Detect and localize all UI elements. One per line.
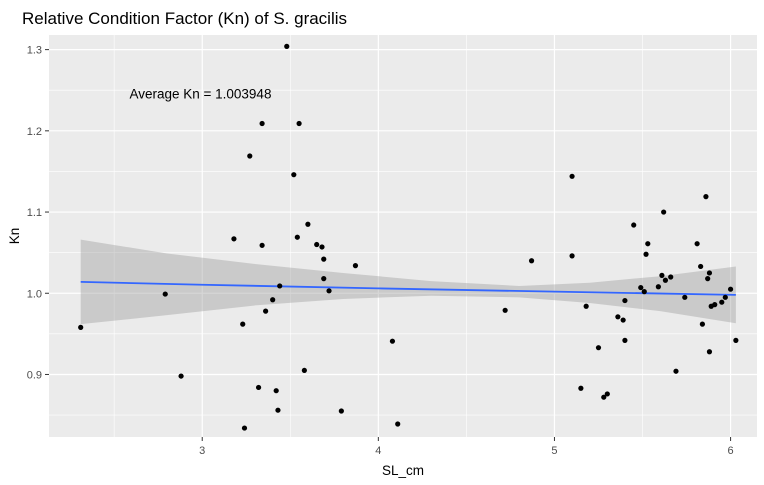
data-point	[641, 289, 647, 295]
data-point	[502, 307, 508, 313]
data-point	[706, 270, 713, 276]
data-point	[645, 241, 651, 247]
data-point	[247, 153, 253, 159]
data-point	[620, 317, 626, 323]
y-axis-ticks: 0.9 1.0 1.1 1.2 1.3	[27, 45, 49, 381]
data-point	[178, 373, 184, 379]
data-point	[395, 421, 401, 427]
data-point	[631, 222, 637, 228]
data-point	[722, 294, 728, 300]
data-point	[270, 297, 276, 303]
data-point	[622, 297, 628, 304]
data-point	[569, 173, 575, 179]
chart-title: Relative Condition Factor (Kn) of S. gra…	[22, 9, 347, 28]
data-point	[604, 391, 610, 397]
data-point	[659, 272, 665, 278]
data-point	[321, 256, 327, 262]
data-point	[578, 385, 584, 391]
confidence-band	[80, 239, 736, 325]
data-point	[275, 407, 281, 413]
data-point	[705, 276, 711, 282]
x-tick-label: 3	[199, 445, 205, 457]
data-point	[263, 308, 269, 314]
data-point	[240, 321, 246, 327]
data-point	[699, 321, 706, 327]
data-point	[352, 263, 359, 269]
data-point	[698, 263, 704, 270]
average-kn-annotation: Average Kn = 1.003948	[129, 86, 271, 101]
y-tick-label: 1.1	[27, 207, 42, 219]
data-point	[231, 236, 237, 242]
data-point	[301, 367, 307, 374]
y-axis-title: Kn	[7, 228, 22, 245]
data-point	[241, 425, 248, 431]
data-point	[528, 258, 535, 264]
data-point	[259, 120, 265, 127]
data-point	[255, 384, 262, 391]
data-point	[682, 294, 688, 300]
data-point	[314, 241, 320, 248]
data-point	[668, 274, 674, 280]
y-tick-label: 1.3	[27, 45, 42, 57]
data-point	[733, 337, 739, 343]
data-point	[389, 338, 396, 344]
data-point	[638, 284, 644, 291]
data-point	[601, 394, 607, 400]
data-point	[569, 253, 575, 259]
data-point	[78, 324, 84, 330]
data-point	[321, 276, 327, 282]
data-point	[719, 299, 725, 305]
y-tick-label: 0.9	[27, 369, 42, 381]
fit-line	[80, 280, 736, 296]
data-point	[694, 241, 700, 247]
data-point	[296, 120, 302, 127]
data-point	[662, 277, 669, 283]
data-point	[273, 388, 279, 394]
y-tick-label: 1.0	[27, 288, 42, 300]
x-tick-label: 4	[375, 445, 381, 457]
x-axis-ticks: 3 4 5 6	[199, 437, 734, 457]
data-point	[284, 43, 290, 49]
data-point	[661, 209, 667, 215]
data-point	[727, 286, 734, 292]
data-point	[595, 345, 602, 351]
data-point	[583, 303, 589, 309]
data-point	[655, 284, 661, 290]
major-gridlines	[49, 35, 757, 437]
data-point	[703, 194, 709, 200]
x-tick-label: 5	[551, 445, 557, 457]
data-point	[326, 288, 332, 294]
data-point	[643, 251, 649, 257]
confidence-band-layer	[80, 239, 736, 325]
fit-line-layer	[80, 280, 736, 296]
data-point	[291, 172, 297, 178]
data-point	[259, 242, 265, 248]
data-point	[305, 221, 311, 227]
minor-gridlines	[49, 35, 757, 437]
data-point	[277, 283, 283, 289]
x-tick-label: 6	[728, 445, 734, 457]
x-axis-title: SL_cm	[382, 463, 424, 478]
plot-panel	[49, 35, 757, 437]
data-point	[338, 408, 344, 414]
data-point	[712, 302, 718, 308]
data-points-layer	[78, 43, 739, 431]
data-point	[706, 349, 713, 355]
data-point	[294, 234, 300, 240]
data-point	[673, 368, 679, 374]
y-tick-label: 1.2	[27, 126, 42, 138]
data-point	[622, 337, 628, 343]
data-point	[319, 244, 325, 250]
data-point	[615, 314, 621, 320]
data-point	[162, 291, 168, 297]
